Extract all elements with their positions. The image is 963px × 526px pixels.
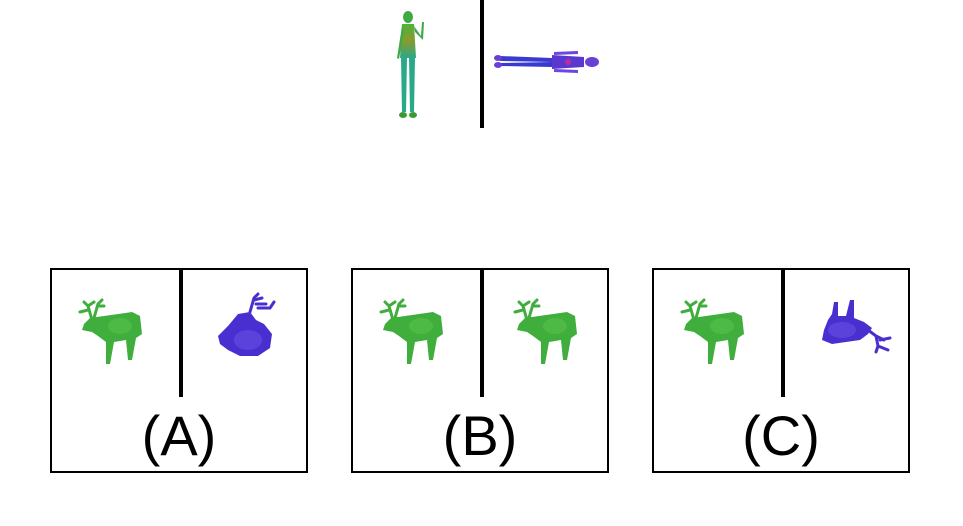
reference-divider: [480, 0, 484, 128]
option-divider: [781, 270, 785, 397]
standing-human-figure: [388, 8, 428, 120]
green-deer-shape: [505, 290, 591, 370]
option-label: (C): [742, 404, 820, 467]
lying-human-figure: [494, 46, 600, 78]
option-label: (A): [141, 404, 217, 467]
green-deer-shape: [672, 290, 758, 370]
option-b[interactable]: (B): [351, 268, 609, 473]
option-label: (B): [442, 404, 518, 467]
option-a[interactable]: (A): [50, 268, 308, 473]
green-deer-shape: [371, 290, 457, 370]
green-deer-shape: [70, 290, 156, 370]
reference-pair: [380, 0, 610, 128]
blue-deer-shape-tilted: [204, 290, 290, 370]
option-divider: [480, 270, 484, 397]
blue-deer-shape-upside-down: [806, 290, 892, 370]
option-divider: [179, 270, 183, 397]
option-c[interactable]: (C): [652, 268, 910, 473]
